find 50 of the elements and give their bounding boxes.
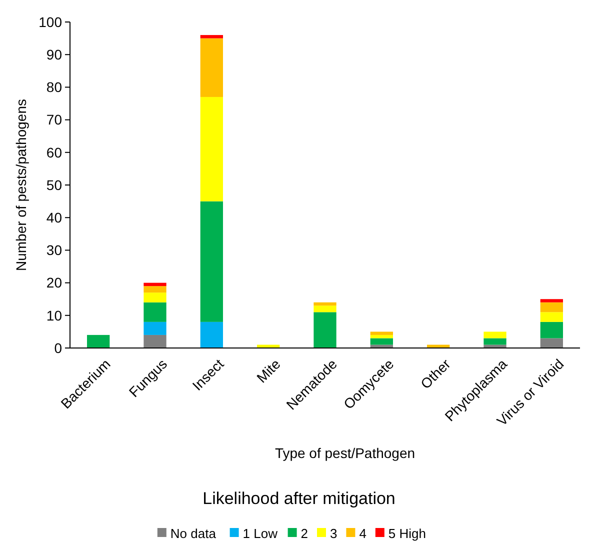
legend-label: 2 [300, 526, 308, 541]
legend-title: Likelihood after mitigation [202, 489, 396, 508]
bar [200, 201, 223, 322]
y-tick-label: 40 [46, 210, 62, 226]
bar [144, 286, 166, 293]
bar [370, 344, 393, 348]
bar [540, 338, 563, 348]
legend-label: 1 Low [242, 526, 278, 541]
legend-label: 5 High [388, 526, 426, 541]
bar [540, 322, 563, 338]
bar [144, 302, 166, 322]
bar [200, 38, 223, 97]
legend-label: 4 [359, 526, 366, 541]
bar [370, 332, 393, 335]
bar [87, 334, 110, 348]
bar [484, 344, 506, 348]
y-tick-label: 90 [46, 46, 62, 62]
bar [484, 332, 506, 338]
bar [144, 334, 166, 348]
y-tick-label: 70 [46, 112, 62, 128]
bar [200, 322, 223, 348]
bar [314, 302, 336, 306]
bar [200, 96, 223, 202]
bar [370, 334, 393, 338]
bar [144, 282, 166, 286]
bar [144, 322, 166, 335]
bar [314, 306, 336, 312]
y-tick-label: 0 [54, 340, 62, 356]
y-tick-label: 50 [46, 176, 62, 193]
y-tick-label: 10 [46, 307, 62, 324]
y-tick-label: 100 [38, 14, 62, 30]
x-axis-title: Type of pest/Pathogen [274, 445, 416, 461]
y-axis-title: Number of pests/pathogens [13, 99, 29, 271]
legend-label: 3 [330, 526, 338, 541]
bar [200, 35, 223, 38]
bar [257, 344, 280, 348]
bar [484, 338, 506, 345]
y-tick-label: 20 [46, 274, 62, 291]
legend-label: No data [170, 526, 217, 541]
y-tick-label: 30 [46, 242, 62, 258]
y-tick-label: 80 [46, 79, 62, 96]
bar [540, 312, 563, 322]
x-tick-label: Mite [253, 356, 284, 386]
bar [144, 292, 166, 302]
bar [427, 344, 450, 348]
bar [314, 312, 336, 348]
bar [540, 299, 563, 302]
y-tick-label: 60 [46, 144, 62, 160]
bar [370, 338, 393, 345]
bar [540, 302, 563, 312]
